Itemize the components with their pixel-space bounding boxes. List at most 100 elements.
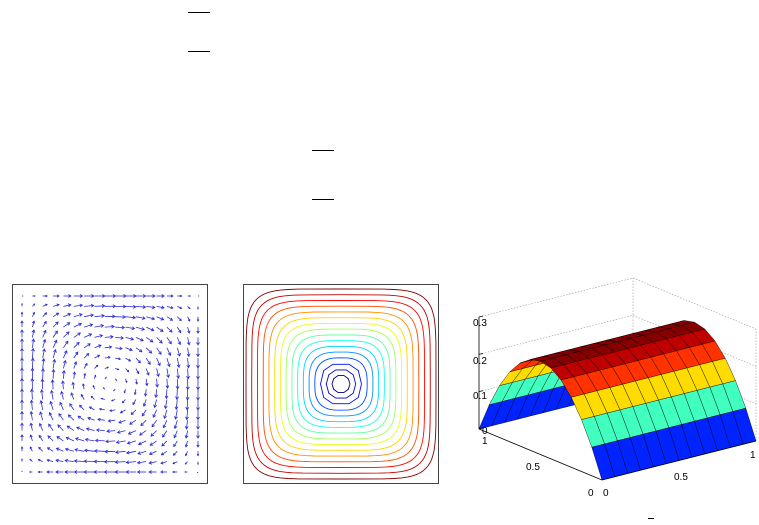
vector-arrow-head [74, 448, 78, 452]
vector-arrow [187, 326, 190, 334]
vector-arrow-head [45, 294, 48, 298]
vector-arrow-head [161, 305, 165, 310]
vector-arrow-head [90, 313, 95, 318]
vector-arrow-head [196, 342, 200, 346]
vector-arrow-head [56, 303, 60, 307]
vector-arrow [156, 316, 164, 321]
vector-arrow [87, 417, 95, 421]
contour-line [331, 374, 351, 394]
surface-plot: 0 0.1 0.2 0.3 1 0.5 0 0 0.5 1 [473, 277, 757, 499]
contour-line [325, 369, 357, 399]
vector-arrow [166, 378, 168, 389]
vector-arrow-head [20, 329, 24, 333]
vector-arrow-head [130, 411, 134, 415]
vector-arrow-head [160, 317, 165, 321]
vector-arrow [115, 347, 123, 349]
vector-arrow [125, 326, 135, 329]
vector-arrow-head [70, 392, 74, 396]
vector-arrow [115, 337, 124, 339]
vector-arrow-head [83, 459, 88, 464]
vector-arrow-head [119, 346, 123, 351]
vector-arrow-head [29, 434, 33, 438]
vector-arrow-head [196, 407, 200, 411]
vector-arrow-head [196, 319, 200, 322]
vector-arrow-head [137, 451, 142, 455]
vector-arrow-head [102, 387, 105, 389]
vector-arrow-head [64, 458, 69, 463]
vector-arrow-head [74, 437, 79, 441]
vector-arrow-head [165, 385, 170, 389]
vector-arrow-head [163, 415, 167, 420]
vector-arrow [143, 399, 147, 407]
vector-arrow-head [79, 294, 84, 298]
vector-arrow-head [148, 350, 153, 354]
vector-arrow-head [46, 447, 51, 451]
vector-arrow-head [93, 449, 98, 453]
vector-arrow-head [107, 419, 112, 423]
vector-arrow-head [97, 354, 101, 358]
vector-arrow [187, 368, 189, 379]
vector-arrow-head [148, 460, 153, 465]
vector-arrow [94, 344, 102, 349]
vector-arrow [106, 430, 116, 432]
vector-arrow-head [29, 458, 32, 461]
vector-arrow [108, 419, 116, 422]
vector-arrow [61, 391, 64, 400]
vector-arrow [135, 378, 138, 385]
vector-arrow [176, 358, 180, 368]
vector-arrow [32, 320, 35, 328]
vector-arrow [164, 409, 168, 419]
vector-arrow [137, 450, 147, 455]
vector-arrow [137, 461, 147, 464]
vector-arrow-head [95, 428, 100, 433]
vector-arrow-head [142, 403, 147, 407]
vector-arrow-head [54, 330, 58, 335]
vector-arrow [42, 321, 47, 328]
vector-arrow [177, 316, 182, 321]
vector-arrow-head [177, 352, 181, 357]
vector-arrow-head [173, 434, 177, 439]
vector-arrow [52, 312, 59, 318]
vector-arrow-head [68, 294, 72, 298]
vector-arrow [65, 448, 74, 452]
vector-arrow [73, 351, 79, 359]
vector-arrow [163, 420, 168, 428]
vector-arrow-head [90, 303, 95, 308]
vector-arrow-head [140, 338, 144, 342]
vector-arrow [95, 440, 105, 442]
vector-arrow-head [163, 405, 168, 410]
vector-arrow [94, 335, 103, 338]
vector-arrow [73, 361, 77, 369]
vector-arrow-head [197, 463, 199, 466]
vector-arrow [146, 326, 154, 331]
vector-arrow [74, 449, 85, 452]
vector-arrow [39, 411, 44, 421]
vector-arrow-head [196, 365, 200, 369]
vector-arrow [145, 368, 150, 376]
vector-arrow [125, 347, 133, 351]
vector-arrow [80, 394, 85, 400]
vector-arrow-head [42, 338, 47, 343]
fraction-bar-2 [188, 51, 210, 52]
vector-arrow [139, 430, 147, 436]
vector-arrow [56, 436, 64, 442]
vector-arrow [104, 346, 112, 349]
vector-arrow-head [127, 431, 132, 435]
vector-arrow [166, 306, 174, 309]
vector-arrow-head [175, 386, 180, 390]
vector-arrow [173, 440, 178, 447]
vector-arrow [150, 430, 157, 437]
vector-arrow-head [138, 348, 143, 353]
vector-arrow [42, 348, 45, 359]
vector-arrow-head [29, 422, 34, 427]
vector-arrow-head [115, 379, 118, 381]
vector-arrow [138, 440, 147, 445]
vector-arrow-head [92, 384, 95, 388]
vector-arrow-head [156, 373, 160, 378]
vector-arrow-head [136, 470, 141, 474]
vector-arrow [38, 459, 43, 462]
vector-arrow-head [196, 330, 200, 334]
vector-arrow [58, 413, 64, 421]
fraction-bar-5 [648, 518, 654, 519]
vector-arrow-head [69, 403, 73, 407]
